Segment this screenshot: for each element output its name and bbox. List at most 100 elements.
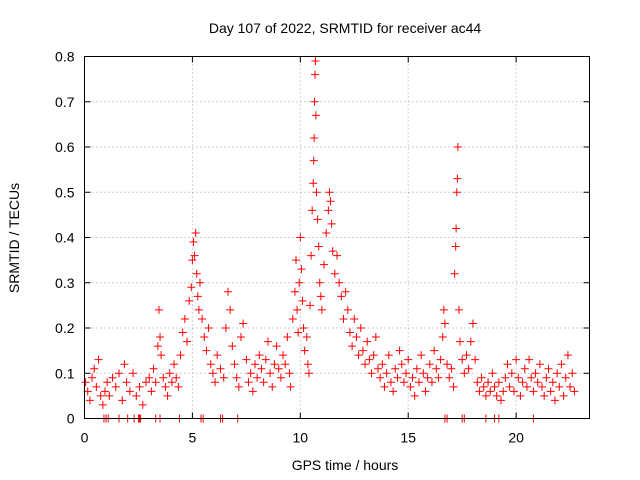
data-point bbox=[232, 373, 241, 382]
data-point bbox=[503, 360, 512, 369]
data-point bbox=[453, 174, 462, 183]
data-point bbox=[490, 382, 499, 391]
data-point bbox=[276, 373, 285, 382]
data-point bbox=[550, 396, 559, 405]
data-point bbox=[297, 265, 306, 274]
data-point bbox=[507, 369, 516, 378]
data-point bbox=[266, 369, 275, 378]
grid-lines bbox=[84, 56, 590, 419]
y-tick-label: 0.8 bbox=[55, 49, 75, 65]
data-point bbox=[311, 111, 320, 120]
data-point bbox=[288, 314, 297, 323]
data-point bbox=[272, 342, 281, 351]
data-point bbox=[129, 369, 138, 378]
data-point bbox=[430, 346, 439, 355]
data-point bbox=[348, 342, 357, 351]
data-point bbox=[310, 97, 319, 106]
data-point bbox=[94, 355, 103, 364]
data-point bbox=[402, 369, 411, 378]
data-point bbox=[286, 382, 295, 391]
data-point bbox=[443, 360, 452, 369]
data-point bbox=[516, 391, 525, 400]
x-axis-title: GPS time / hours bbox=[292, 457, 399, 473]
x-tick-label: 0 bbox=[81, 430, 89, 446]
data-point bbox=[257, 364, 266, 373]
data-point bbox=[333, 251, 341, 260]
data-point bbox=[354, 351, 363, 360]
data-point bbox=[486, 387, 495, 396]
data-point bbox=[553, 369, 562, 378]
data-point bbox=[345, 328, 354, 337]
y-axis-title: SRMTID / TECUs bbox=[6, 183, 22, 293]
data-point bbox=[248, 387, 257, 396]
data-point bbox=[475, 387, 484, 396]
data-point bbox=[250, 360, 259, 369]
data-point bbox=[464, 364, 473, 373]
data-point bbox=[103, 378, 112, 387]
data-point bbox=[211, 378, 220, 387]
data-point bbox=[468, 319, 477, 328]
data-point bbox=[361, 360, 370, 369]
data-point bbox=[242, 355, 251, 364]
data-point bbox=[512, 355, 521, 364]
y-tick-label: 0.6 bbox=[55, 139, 75, 155]
chart-title: Day 107 of 2022, SRMTID for receiver ac4… bbox=[209, 20, 482, 36]
data-point bbox=[376, 373, 385, 382]
data-point bbox=[570, 387, 579, 396]
data-point bbox=[216, 364, 225, 373]
data-point bbox=[408, 373, 417, 382]
data-point bbox=[380, 382, 389, 391]
data-point bbox=[157, 351, 166, 360]
data-point bbox=[145, 373, 154, 382]
data-point bbox=[188, 256, 197, 265]
data-point bbox=[314, 242, 323, 251]
data-point bbox=[151, 378, 160, 387]
data-point bbox=[561, 373, 570, 382]
data-point bbox=[330, 269, 339, 278]
data-point bbox=[298, 296, 307, 305]
data-point bbox=[460, 369, 469, 378]
data-point bbox=[281, 360, 290, 369]
data-point bbox=[153, 342, 162, 351]
data-point bbox=[488, 369, 497, 378]
data-point bbox=[471, 355, 480, 364]
data-point bbox=[497, 396, 506, 405]
data-point bbox=[283, 333, 292, 342]
data-point bbox=[363, 337, 372, 346]
data-point bbox=[395, 346, 404, 355]
tick-labels: 0 0.1 0.2 0.3 0.4 0.5 0.6 0.7 0.8 0 5 10 15 20 bbox=[55, 49, 524, 446]
data-point bbox=[111, 382, 120, 391]
data-point bbox=[548, 378, 557, 387]
data-point bbox=[325, 188, 334, 197]
data-point bbox=[255, 351, 264, 360]
data-point bbox=[138, 400, 147, 409]
data-point bbox=[115, 369, 124, 378]
data-point bbox=[335, 278, 344, 287]
data-point bbox=[417, 351, 426, 360]
data-point bbox=[279, 351, 288, 360]
data-point bbox=[120, 360, 129, 369]
data-point bbox=[456, 337, 465, 346]
y-tick-label: 0.5 bbox=[55, 184, 75, 200]
data-point bbox=[293, 305, 302, 314]
data-point bbox=[189, 238, 198, 247]
data-point bbox=[378, 360, 387, 369]
data-point bbox=[479, 382, 488, 391]
data-point bbox=[202, 346, 211, 355]
data-point bbox=[499, 387, 508, 396]
data-point bbox=[529, 387, 538, 396]
data-point bbox=[546, 387, 555, 396]
data-point bbox=[494, 378, 503, 387]
data-point bbox=[367, 369, 376, 378]
data-point bbox=[81, 378, 90, 387]
data-point bbox=[328, 247, 337, 256]
data-point bbox=[192, 269, 201, 278]
data-point bbox=[412, 364, 421, 373]
data-point bbox=[85, 396, 94, 405]
data-points bbox=[81, 57, 579, 423]
data-point bbox=[274, 364, 283, 373]
data-point bbox=[108, 373, 117, 382]
data-point bbox=[170, 360, 179, 369]
x-tick-label: 15 bbox=[400, 430, 416, 446]
